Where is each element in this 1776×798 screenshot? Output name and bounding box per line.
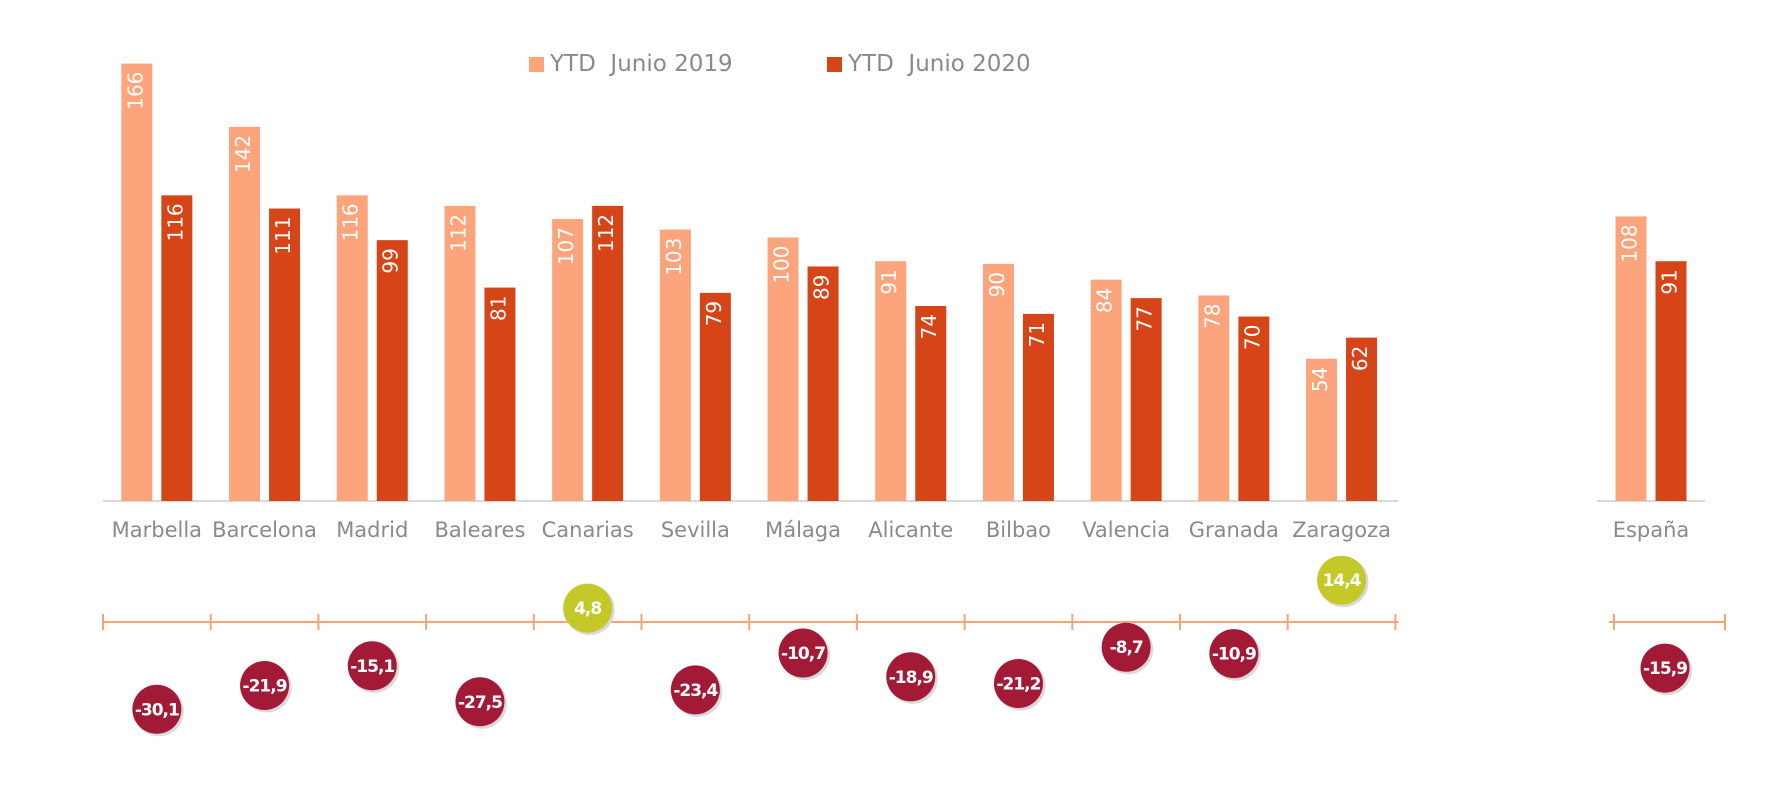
category-label-baleares: Baleares	[434, 518, 525, 542]
bar-value-label: 78	[1200, 303, 1224, 328]
bar-malaga-2020	[807, 266, 839, 501]
bar-marbella-2019	[121, 63, 153, 502]
category-label-malaga: Málaga	[765, 518, 841, 542]
bar-value-label: 91	[877, 269, 901, 294]
category-label-canarias: Canarias	[542, 518, 634, 542]
variation-label: -15,1	[350, 657, 394, 677]
variation-label: -21,2	[996, 674, 1040, 694]
variation-label: -8,7	[1110, 638, 1143, 658]
category-label-zaragoza: Zaragoza	[1292, 518, 1391, 542]
bar-value-label: 112	[594, 214, 618, 252]
legend-label-2020: YTD Junio 2020	[847, 51, 1031, 77]
bar-value-label: 89	[810, 274, 834, 299]
variation-bubble-granada	[1209, 629, 1259, 679]
bar-value-label: 79	[702, 301, 726, 326]
variation-bubble-zaragoza	[1317, 555, 1367, 605]
bar-malaga-2019	[767, 237, 799, 501]
bar-value-label: 142	[231, 135, 255, 173]
bar-value-label: 116	[163, 203, 187, 241]
bar-valencia-2020	[1130, 298, 1162, 501]
variation-bubble-canarias	[563, 583, 613, 633]
bar-value-label: 116	[339, 203, 363, 241]
bar-value-label: 62	[1348, 346, 1372, 371]
bar-value-label: 77	[1133, 306, 1157, 331]
bar-valencia-2019	[1090, 279, 1122, 501]
variation-label: -10,9	[1212, 645, 1256, 665]
legend-label-2019: YTD Junio 2019	[549, 51, 733, 77]
category-label-bilbao: Bilbao	[986, 518, 1051, 542]
bar-alicante-2019	[875, 261, 907, 501]
bar-value-label: 91	[1658, 269, 1682, 294]
legend: YTD Junio 2019 YTD Junio 2020	[529, 51, 1031, 77]
bar-value-label: 70	[1240, 325, 1264, 350]
bar-value-label: 103	[662, 238, 686, 276]
variation-label: -15,9	[1643, 659, 1687, 679]
bar-value-label: 108	[1618, 224, 1642, 262]
category-label-madrid: Madrid	[336, 518, 408, 542]
category-label-barcelona: Barcelona	[212, 518, 317, 542]
legend-swatch-2020	[827, 57, 842, 72]
bar-espana-2019	[1615, 216, 1647, 502]
variation-bubble-madrid	[347, 641, 397, 691]
bar-sevilla-2019	[659, 229, 691, 501]
bar-value-label: 90	[985, 272, 1009, 297]
variation-bubble-barcelona	[240, 661, 290, 711]
bar-value-label: 107	[554, 227, 578, 265]
bar-sevilla-2020	[699, 292, 731, 501]
variation-bubble-alicante	[886, 652, 936, 702]
bar-madrid-2019	[336, 195, 368, 501]
variation-label: 4,8	[574, 599, 601, 619]
bar-baleares-2020	[484, 287, 516, 501]
bar-bilbao-2020	[1022, 313, 1054, 501]
bar-barcelona-2019	[229, 126, 261, 501]
bar-espana-2020	[1655, 261, 1687, 501]
variation-label: -27,5	[458, 693, 502, 713]
variation-bubble-malaga	[778, 628, 828, 678]
category-label-espana: España	[1613, 518, 1690, 542]
category-label-alicante: Alicante	[868, 518, 953, 542]
variation-label: -10,7	[781, 644, 825, 664]
variation-bubble-marbella	[132, 684, 182, 734]
legend-swatch-2019	[529, 57, 544, 72]
variation-bubble-espana	[1640, 643, 1690, 693]
bar-value-label: 99	[379, 248, 403, 273]
variation-label: -23,4	[673, 681, 718, 701]
category-label-valencia: Valencia	[1082, 518, 1170, 542]
bar-zaragoza-2019	[1306, 358, 1338, 501]
bar-zaragoza-2020	[1346, 337, 1378, 501]
bar-alicante-2020	[915, 306, 947, 501]
plot-area: 166 116 Marbella 142 111 Barcelona 116 99 Madrid…	[102, 63, 1726, 737]
bar-value-label: 81	[486, 296, 510, 321]
variation-label: -21,9	[243, 677, 287, 697]
variation-bubble-baleares	[455, 677, 505, 727]
variation-label: -18,9	[889, 668, 933, 688]
bar-value-label: 112	[446, 214, 470, 252]
bar-bilbao-2019	[982, 263, 1014, 501]
variation-bubble-bilbao	[993, 658, 1043, 708]
bar-canarias-2019	[552, 219, 584, 501]
category-label-sevilla: Sevilla	[661, 518, 730, 542]
category-label-marbella: Marbella	[112, 518, 202, 542]
bar-granada-2019	[1198, 295, 1230, 501]
bar-madrid-2020	[376, 240, 408, 501]
bar-value-label: 74	[917, 314, 941, 339]
bar-baleares-2019	[444, 205, 476, 501]
variation-bubble-valencia	[1101, 622, 1151, 672]
variation-label: 14,4	[1323, 571, 1362, 591]
category-label-granada: Granada	[1189, 518, 1279, 542]
bar-value-label: 54	[1308, 367, 1332, 392]
bar-value-label: 166	[123, 72, 147, 110]
bar-granada-2020	[1238, 316, 1270, 501]
variation-label: -30,1	[135, 700, 179, 720]
bar-marbella-2020	[161, 195, 193, 501]
bar-value-label: 71	[1025, 322, 1049, 347]
bar-value-label: 100	[770, 246, 794, 284]
bar-canarias-2020	[592, 205, 624, 501]
bar-value-label: 84	[1093, 288, 1117, 313]
variation-bubble-sevilla	[670, 665, 720, 715]
bar-value-label: 111	[271, 217, 295, 255]
bar-barcelona-2020	[269, 208, 301, 501]
